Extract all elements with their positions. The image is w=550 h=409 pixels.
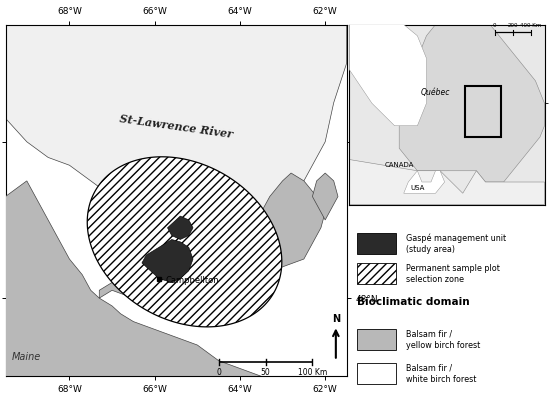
Text: 100 Km: 100 Km — [298, 369, 327, 378]
Polygon shape — [100, 173, 325, 306]
Text: St-Lawrence River: St-Lawrence River — [119, 113, 233, 139]
Polygon shape — [312, 173, 338, 220]
Text: 50: 50 — [261, 369, 271, 378]
Polygon shape — [142, 240, 193, 283]
Bar — [357, 263, 396, 284]
Text: Bioclimatic domain: Bioclimatic domain — [357, 297, 470, 307]
Polygon shape — [6, 337, 69, 376]
Text: 400 Km: 400 Km — [520, 23, 542, 28]
Polygon shape — [404, 171, 444, 193]
Text: Balsam fir /
yellow birch forest: Balsam fir / yellow birch forest — [406, 330, 480, 350]
Polygon shape — [399, 25, 544, 182]
Polygon shape — [87, 157, 282, 327]
Text: 0: 0 — [493, 23, 496, 28]
Text: N: N — [332, 314, 340, 324]
Polygon shape — [349, 25, 426, 126]
Bar — [465, 86, 502, 137]
Text: USA: USA — [410, 184, 425, 191]
Text: Permanent sample plot
selection zone: Permanent sample plot selection zone — [406, 264, 500, 284]
Polygon shape — [6, 25, 346, 220]
Bar — [357, 363, 396, 384]
Polygon shape — [167, 216, 193, 240]
Text: Québec: Québec — [421, 88, 450, 97]
Bar — [357, 234, 396, 254]
Text: Campbellton: Campbellton — [166, 276, 219, 285]
Polygon shape — [349, 160, 544, 204]
Polygon shape — [6, 181, 261, 376]
Text: Maine: Maine — [12, 352, 41, 362]
Polygon shape — [349, 25, 544, 204]
Bar — [357, 329, 396, 350]
Text: 200: 200 — [508, 23, 518, 28]
Text: CANADA: CANADA — [384, 162, 414, 168]
Text: Gaspé management unit
(study area): Gaspé management unit (study area) — [406, 234, 506, 254]
Text: Balsam fir /
white birch forest: Balsam fir / white birch forest — [406, 364, 476, 384]
Polygon shape — [6, 275, 112, 376]
Text: 0: 0 — [216, 369, 221, 378]
